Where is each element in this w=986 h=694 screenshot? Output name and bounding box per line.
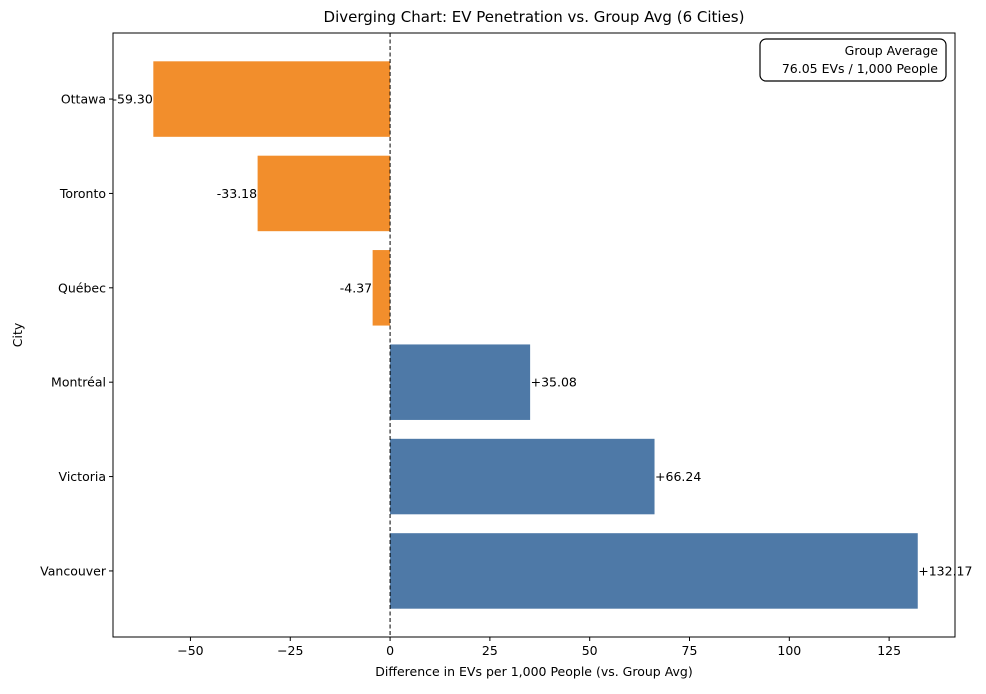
bar-3	[390, 344, 531, 420]
bar-0	[153, 61, 391, 137]
y-tick-label-0: Ottawa	[61, 92, 106, 107]
y-axis-label: City	[10, 322, 25, 347]
bar-value-label-1: -33.18	[217, 186, 257, 201]
annotation-box: Group Average 76.05 EVs / 1,000 People	[759, 38, 947, 82]
bar-value-label-2: -4.37	[340, 280, 372, 295]
x-tick-label-5: 75	[682, 643, 698, 658]
bar-value-label-0: -59.30	[113, 92, 153, 107]
y-tick-label-3: Montréal	[51, 375, 106, 390]
y-tick-label-5: Vancouver	[40, 563, 107, 578]
annotation-line-2: 76.05 EVs / 1,000 People	[782, 61, 938, 76]
x-tick-label-6: 100	[777, 643, 801, 658]
x-axis-label: Difference in EVs per 1,000 People (vs. …	[375, 664, 693, 679]
annotation-line-1: Group Average	[845, 43, 939, 58]
plot-area: -59.30 Ottawa -33.18 Toronto -4.37 Québec +35.…	[40, 33, 972, 658]
bar-value-label-5: +132.17	[918, 563, 972, 578]
x-tick-label-0: −50	[177, 643, 203, 658]
x-tick-label-3: 25	[482, 643, 498, 658]
bar-2	[372, 250, 391, 326]
x-tick-label-2: 0	[386, 643, 394, 658]
y-tick-label-2: Québec	[58, 280, 106, 295]
bar-5	[390, 533, 918, 609]
x-tick-label-1: −25	[277, 643, 303, 658]
y-tick-label-1: Toronto	[59, 186, 106, 201]
x-tick-label-7: 125	[877, 643, 901, 658]
annotation-frame	[759, 38, 947, 82]
chart-title: Diverging Chart: EV Penetration vs. Grou…	[324, 8, 745, 26]
plot-frame	[112, 32, 956, 638]
bar-4	[390, 438, 655, 515]
bar-value-label-4: +66.24	[655, 469, 701, 484]
bar-1	[257, 155, 391, 232]
x-tick-label-4: 50	[582, 643, 598, 658]
bar-value-label-3: +35.08	[531, 375, 577, 390]
y-tick-label-4: Victoria	[59, 469, 106, 484]
